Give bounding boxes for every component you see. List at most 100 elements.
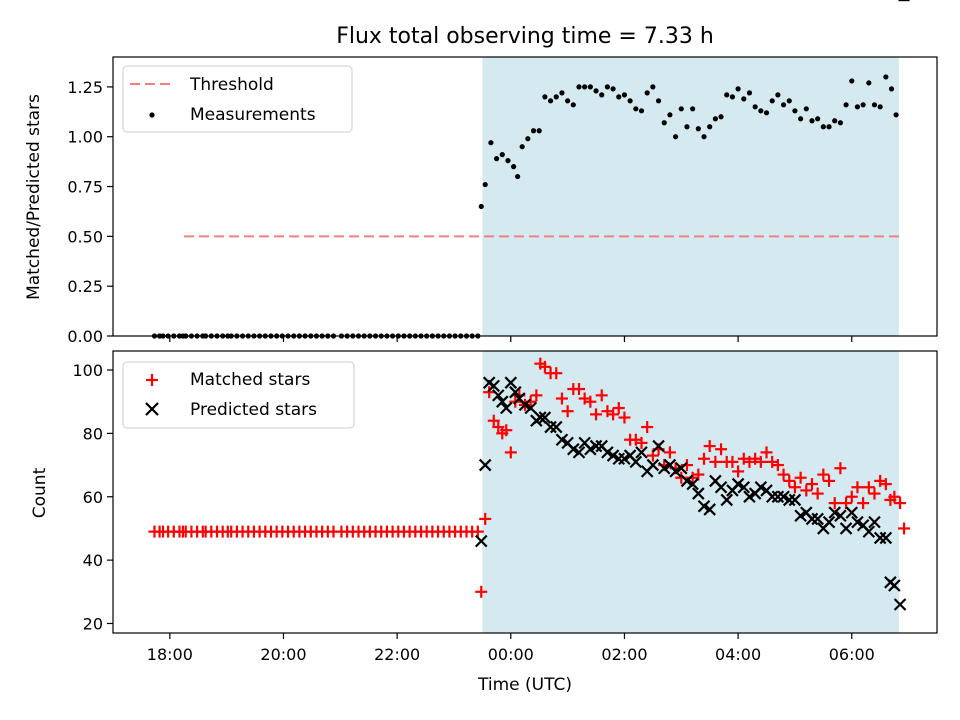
predicted-star-point [720, 493, 734, 507]
measurement-point [493, 156, 500, 162]
predicted-star-point [822, 515, 836, 529]
bottom-y-tick-label: 60 [83, 488, 103, 507]
predicted-star-point [737, 480, 751, 494]
top-y-tick-label: 0.00 [67, 327, 103, 346]
matched-star-point [703, 440, 716, 453]
matched-stars-series [148, 357, 911, 598]
matched-star-point [479, 512, 492, 525]
matched-star-point [777, 468, 790, 481]
top-panel: 0.00 0.25 0.50 0.75 1.00 1.25 Matched/Predict… [24, 56, 938, 346]
measurement-point [860, 102, 866, 108]
predicted-star-point [765, 490, 779, 504]
matched-star-point [783, 474, 796, 487]
bottom-y-tick-label: 80 [83, 424, 103, 443]
measurement-point [525, 136, 531, 142]
bottom-y-tick-label: 40 [83, 551, 103, 570]
measurement-point [511, 164, 517, 170]
matched-star-point [811, 487, 824, 500]
measurement-point [505, 158, 511, 164]
measurement-point [667, 112, 673, 118]
measurement-point [638, 108, 645, 114]
measurement-point [758, 108, 764, 114]
measurement-point [678, 106, 684, 112]
predicted-star-point [788, 493, 802, 507]
predicted-star-point [589, 439, 603, 453]
bottom-legend-box [122, 361, 355, 429]
measurement-point [837, 120, 843, 126]
top-shaded-span [482, 57, 899, 336]
measurement-point [854, 104, 861, 110]
top-y-axis-label: Matched/Predicted stars [24, 94, 44, 300]
measurement-point [849, 78, 855, 84]
predicted-star-point [692, 487, 705, 500]
predicted-star-point [572, 446, 586, 459]
matched-star-point [788, 481, 801, 494]
predicted-star-point [862, 525, 876, 538]
measurement-point [871, 102, 878, 108]
measurement-point [712, 116, 718, 122]
x-tick-label: 18:00 [147, 645, 193, 664]
predicted-star-point [474, 534, 488, 548]
top-legend: Threshold Measurements [122, 65, 353, 133]
matched-star-point [760, 446, 773, 459]
matched-star-point [607, 408, 620, 421]
bottom-axes-frame [112, 350, 938, 634]
measurement-point [530, 128, 537, 134]
matched-star-point [800, 484, 813, 497]
legend-measurements-swatch [149, 112, 155, 118]
measurement-point [633, 106, 639, 112]
chart-title: Flux total observing time = 7.33 h [336, 24, 714, 49]
predicted-star-point [504, 376, 518, 389]
bottom-shaded-span [482, 351, 899, 633]
measurement-point [707, 124, 713, 130]
measurement-point [553, 94, 559, 100]
predicted-star-point [635, 446, 648, 459]
measurement-point [684, 124, 690, 130]
measurement-point [820, 124, 826, 130]
top-y-tick-label: 0.25 [67, 277, 103, 296]
measurement-point [542, 94, 548, 100]
legend-predicted-label: Predicted stars [190, 400, 317, 420]
matched-star-point [584, 395, 597, 408]
predicted-star-point [544, 420, 557, 434]
matched-star-point [771, 459, 784, 472]
measurement-point [621, 92, 628, 98]
predicted-star-point [646, 458, 660, 472]
matched-star-point [590, 408, 603, 421]
measurement-point [690, 106, 696, 112]
predicted-star-point [834, 509, 847, 523]
bottom-y-ticks: 20 40 60 80 100 [72, 361, 113, 633]
matched-star-point [879, 478, 892, 491]
matched-star-point [487, 414, 500, 427]
measurement-point [599, 92, 605, 98]
predicted-star-point [478, 458, 492, 472]
x-tick-label: 00:00 [488, 645, 534, 664]
matched-star-point [862, 481, 875, 494]
matched-star-point [500, 424, 513, 437]
legend-matched-swatch [146, 374, 158, 386]
measurement-point [780, 102, 787, 108]
predicted-star-point [782, 493, 796, 507]
matched-star-point [754, 455, 767, 468]
matched-star-point [732, 465, 745, 478]
predicted-star-point [771, 490, 785, 504]
matched-star-point [709, 455, 722, 468]
predicted-star-point [524, 401, 537, 415]
matched-star-point [823, 474, 836, 487]
matched-star-point [530, 389, 543, 402]
predicted-star-point [703, 503, 716, 516]
matched-star-point [698, 452, 711, 465]
x-tick-label: 22:00 [374, 645, 420, 664]
matched-star-point [475, 585, 488, 598]
matched-star-point [894, 497, 907, 510]
predicted-star-point [845, 506, 859, 519]
measurement-point [746, 90, 753, 96]
measurement-point [536, 128, 542, 134]
matched-star-point [555, 392, 568, 405]
measurement-point [888, 86, 895, 92]
top-axes-frame [112, 56, 938, 337]
measurement-point [695, 126, 701, 132]
matched-star-point [572, 383, 585, 396]
predicted-star-point [873, 531, 887, 545]
